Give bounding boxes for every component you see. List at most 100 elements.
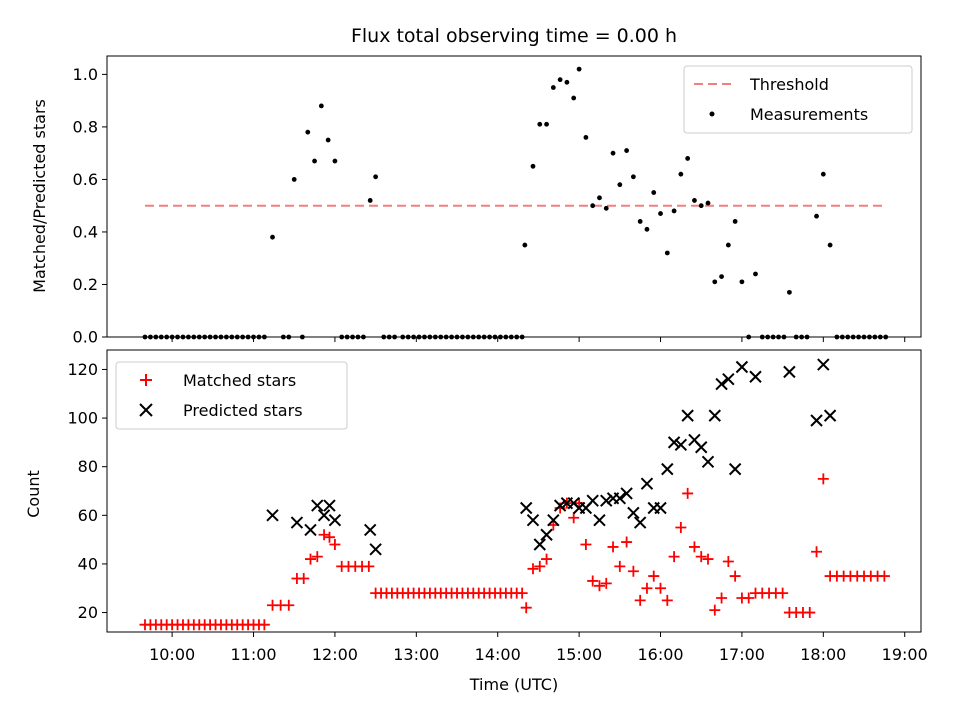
legend-measurements-swatch: [709, 111, 715, 117]
bottom-panel-y-ticks: 20 40 60 80 100 120: [67, 360, 107, 622]
y-tick-label: 60: [78, 506, 98, 525]
matched-star-point: [695, 551, 707, 563]
matched-star-point: [641, 582, 653, 594]
x-tick-label: 12:00: [312, 645, 358, 664]
y-tick-label: 0.4: [73, 222, 98, 241]
measurement-point: [719, 274, 724, 279]
predicted-star-point: [654, 501, 667, 515]
measurement-point: [624, 148, 630, 153]
predicted-star-point: [701, 455, 715, 469]
bottom-legend-frame: [115, 361, 348, 430]
measurement-point: [550, 85, 556, 90]
y-tick-label: 0.0: [73, 328, 98, 347]
x-tick-label: 10:00: [149, 645, 195, 664]
predicted-star-point: [633, 516, 647, 529]
measurement-point: [576, 66, 582, 72]
matched-star-point: [682, 487, 694, 499]
predicted-star-point: [783, 365, 796, 379]
measurement-point: [678, 171, 684, 177]
matched-star-point: [688, 541, 700, 553]
predicted-star-point: [266, 509, 279, 522]
matched-star-point: [729, 570, 741, 582]
top-panel-y-axis-label: Matched/Predicted stars: [30, 99, 49, 293]
measurement-point: [367, 198, 373, 203]
predicted-star-point: [735, 360, 749, 374]
predicted-star-point: [715, 377, 728, 391]
measurement-point: [564, 79, 570, 85]
predicted-star-point: [613, 492, 627, 505]
predicted-star-point: [674, 438, 688, 452]
predicted-star-point: [304, 523, 317, 537]
matched-star-point: [743, 592, 755, 604]
matched-star-point: [580, 538, 592, 550]
y-tick-label: 0.6: [73, 170, 98, 189]
matched-star-point: [655, 582, 667, 594]
measurement-point: [827, 242, 833, 248]
measurement-point: [522, 242, 528, 248]
predicted-star-point: [540, 528, 553, 541]
bottom-panel: 20 40 60 80 100 120 10:00 11:00 12:00 13:00 14:00…: [24, 349, 928, 694]
top-panel-frame: [106, 55, 922, 338]
measurement-point: [753, 271, 758, 277]
top-panel-y-ticks: 0.0 0.2 0.4 0.6 0.8 1.0: [73, 65, 107, 347]
measurement-point: [820, 171, 826, 177]
legend-predicted-swatch: [139, 403, 153, 417]
y-tick-label: 0.2: [73, 275, 98, 294]
measurement-point: [571, 95, 577, 101]
matched-star-point: [305, 553, 316, 565]
matched-star-point: [878, 570, 890, 582]
matched-star-point: [811, 546, 823, 558]
x-tick-label: 15:00: [556, 645, 602, 664]
measurement-point: [544, 121, 549, 127]
y-tick-label: 1.0: [73, 65, 98, 84]
predicted-star-point: [586, 494, 599, 507]
matched-star-point: [804, 607, 816, 619]
predicted-star-point: [640, 477, 654, 490]
measurement-point: [537, 121, 543, 127]
measurement-point: [712, 279, 718, 285]
y-tick-label: 80: [78, 457, 98, 476]
top-panel-title: Flux total observing time = 0.00 h: [351, 25, 677, 47]
top-panel-marks: [142, 66, 889, 340]
predicted-star-point: [627, 506, 640, 520]
matched-star-point: [722, 556, 734, 567]
predicted-star-point: [661, 462, 674, 476]
measurement-point: [644, 226, 650, 232]
legend-matched-label: Matched stars: [183, 371, 296, 390]
matched-star-point: [634, 594, 646, 606]
predicted-star-point: [620, 487, 633, 500]
measurement-point: [637, 219, 643, 224]
x-tick-label: 18:00: [800, 645, 846, 664]
measurement-point: [732, 219, 738, 224]
measurement-point: [698, 203, 704, 209]
predicted-star-point: [290, 516, 304, 529]
matched-star-point: [600, 577, 612, 589]
measurement-point: [590, 203, 596, 209]
predicted-star-point: [695, 441, 708, 454]
matched-star-point: [541, 553, 553, 565]
matched-star-point: [568, 512, 580, 524]
matched-star-point: [621, 536, 633, 548]
measurement-point: [557, 77, 563, 83]
predicted-star-point: [667, 436, 681, 449]
matched-star-point: [318, 529, 330, 541]
predicted-star-point: [323, 499, 336, 512]
matched-star-point: [258, 619, 270, 631]
matched-star-point: [516, 587, 528, 599]
predicted-star-point: [817, 358, 830, 371]
matched-star-point: [777, 587, 789, 599]
top-panel-x-ticks: [171, 337, 906, 342]
measurement-point: [610, 150, 616, 156]
x-tick-label: 16:00: [637, 645, 683, 664]
measurement-point: [739, 279, 745, 285]
measurement-point: [305, 129, 311, 135]
x-tick-label: 17:00: [719, 645, 765, 664]
matched-star-point: [668, 551, 680, 563]
predicted-star-point: [311, 499, 324, 512]
bottom-panel-x-axis-label: Time (UTC): [469, 675, 558, 694]
measurement-point: [270, 234, 275, 240]
legend-measurements-label: Measurements: [750, 105, 868, 124]
predicted-star-point: [823, 409, 837, 422]
x-tick-label: 14:00: [475, 645, 521, 664]
